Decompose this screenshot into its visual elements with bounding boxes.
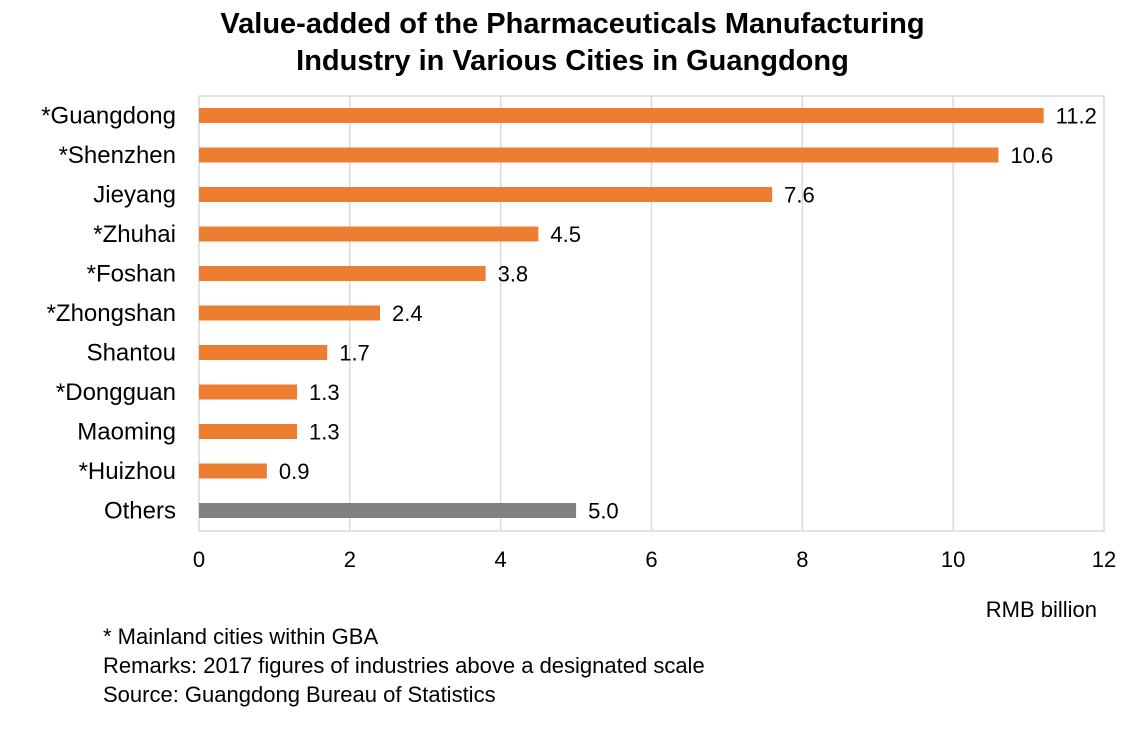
bar xyxy=(199,305,380,321)
value-labels: 11.210.6 7.6 4.5 3.8 2.4 1.7 1.3 1.3 0.9 5.0 xyxy=(279,104,1097,524)
x-tick-label: 8 xyxy=(796,547,808,572)
bar xyxy=(199,345,328,360)
data-label: 1.7 xyxy=(339,341,370,366)
x-tick-label: 6 xyxy=(645,547,657,572)
chart-title-line-1: Value-added of the Pharmaceuticals Manuf… xyxy=(220,8,925,40)
data-label: 10.6 xyxy=(1010,143,1053,168)
data-label: 5.0 xyxy=(588,499,619,524)
x-tick-label: 2 xyxy=(344,547,356,572)
data-label: 1.3 xyxy=(309,380,340,405)
bar xyxy=(199,463,267,479)
category-label: Shantou xyxy=(87,340,176,367)
remarks-note: Remarks: 2017 figures of industries abov… xyxy=(103,653,705,678)
category-label: *Zhuhai xyxy=(93,221,176,248)
gba-note: * Mainland cities within GBA xyxy=(103,624,379,649)
data-label: 4.5 xyxy=(550,222,581,247)
category-label: *Huizhou xyxy=(79,458,176,485)
x-tick-label: 10 xyxy=(941,547,965,572)
data-label: 1.3 xyxy=(309,420,340,445)
category-label: *Zhongshan xyxy=(47,300,176,327)
category-label: Jieyang xyxy=(93,182,176,209)
chart-title-line-2: Industry in Various Cities in Guangdong xyxy=(296,45,849,77)
bar xyxy=(199,384,298,400)
footnotes: * Mainland cities within GBA Remarks: 20… xyxy=(103,622,705,709)
category-label: Others xyxy=(104,498,176,525)
bar xyxy=(199,187,773,202)
data-label: 2.4 xyxy=(392,301,423,326)
x-axis-tick-labels: 0 2 4 6 8 10 12 xyxy=(193,547,1116,572)
category-labels: *Guangdong *Shenzhen Jieyang *Zhuhai *Foshan… xyxy=(41,103,176,525)
x-tick-label: 12 xyxy=(1092,547,1116,572)
chart-title: Value-added of the Pharmaceuticals Manuf… xyxy=(0,6,1145,80)
source-note: Source: Guangdong Bureau of Statistics xyxy=(103,682,496,707)
bar xyxy=(199,266,486,281)
category-label: *Foshan xyxy=(87,261,176,288)
category-label: Maoming xyxy=(77,419,176,446)
data-label: 11.2 xyxy=(1056,104,1097,129)
bar xyxy=(199,147,999,163)
data-label: 3.8 xyxy=(498,262,529,287)
data-label: 0.9 xyxy=(279,459,310,484)
category-label: *Guangdong xyxy=(41,103,176,130)
bar xyxy=(199,424,298,439)
bars xyxy=(199,108,1044,518)
x-tick-label: 0 xyxy=(193,547,205,572)
bar xyxy=(199,503,577,518)
category-label: *Shenzhen xyxy=(59,142,176,169)
data-label: 7.6 xyxy=(784,183,815,208)
bar xyxy=(199,108,1044,123)
x-axis-label: RMB billion xyxy=(986,597,1097,622)
category-label: *Dongguan xyxy=(56,379,176,406)
x-tick-label: 4 xyxy=(495,547,507,572)
bar xyxy=(199,226,539,242)
